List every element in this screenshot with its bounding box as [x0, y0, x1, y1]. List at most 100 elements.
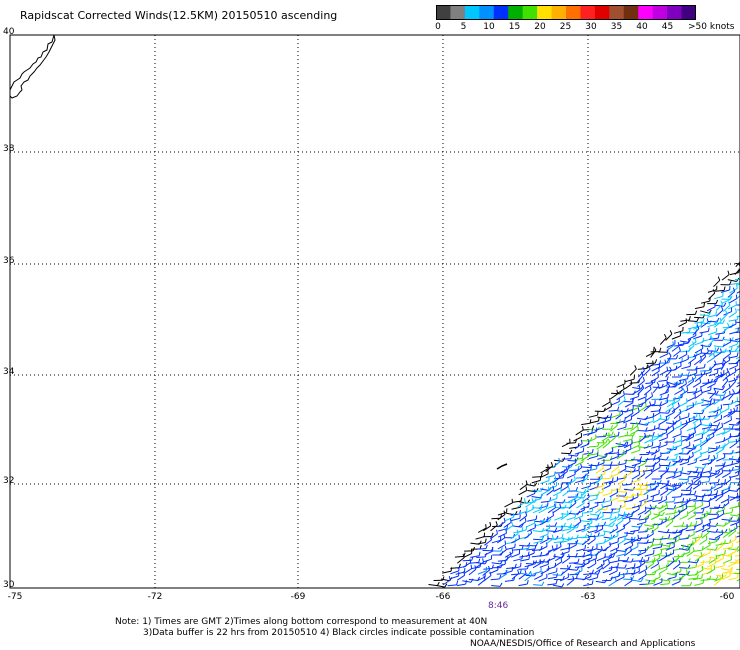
wind-barb: [694, 389, 703, 400]
wind-barb: [666, 557, 675, 568]
wind-barb: [588, 452, 599, 460]
wind-barb: [672, 436, 683, 444]
wind-barb: [615, 516, 624, 527]
wind-barb: [637, 366, 645, 378]
wind-barb: [632, 577, 644, 582]
wind-barb: [659, 467, 668, 478]
wind-barb: [562, 486, 571, 497]
wind-barb: [611, 410, 621, 419]
wind-barb: [609, 488, 619, 498]
wind-barb: [706, 353, 716, 363]
wind-barb: [735, 256, 740, 268]
wind-barb: [660, 544, 671, 551]
note-line-2: 3)Data buffer is 22 hrs from 20150510 4)…: [143, 628, 535, 638]
wind-barb: [713, 348, 722, 358]
wind-barb: [447, 580, 459, 587]
wind-barb: [686, 366, 698, 371]
wind-barb: [693, 473, 702, 484]
wind-barb: [631, 407, 640, 418]
wind-barb: [686, 400, 697, 407]
wind-barb: [456, 580, 467, 587]
wind-barb: [687, 341, 695, 353]
wind-barb: [631, 475, 641, 484]
wind-barb: [618, 441, 629, 448]
longitude-label: -63: [580, 592, 596, 602]
wind-barb: [637, 371, 644, 383]
wind-barb: [526, 489, 536, 498]
wind-barb: [576, 505, 585, 515]
wind-barb: [734, 410, 740, 412]
wind-barb: [603, 534, 613, 544]
wind-barb: [728, 406, 738, 414]
colorbar: [436, 5, 697, 20]
wind-barb: [511, 562, 522, 570]
wind-barb: [594, 524, 604, 534]
wind-barb: [692, 386, 702, 395]
wind-barb: [721, 346, 733, 352]
wind-barb: [597, 452, 607, 460]
colorbar-label: 5: [460, 22, 467, 32]
wind-barb: [575, 426, 584, 436]
wind-barb: [708, 347, 717, 358]
wind-barb: [518, 579, 529, 587]
wind-barb: [672, 458, 684, 463]
wind-barb: [644, 549, 655, 557]
wind-barb: [708, 406, 719, 413]
wind-barb: [708, 454, 719, 462]
wind-barb: [736, 383, 740, 388]
wind-barb: [631, 504, 640, 515]
wind-barb: [574, 447, 585, 455]
wind-barb: [644, 537, 655, 544]
wind-barb: [498, 569, 508, 580]
wind-barb: [517, 507, 528, 515]
wind-barb: [681, 433, 690, 443]
wind-barb: [609, 531, 619, 540]
wind-barb: [624, 576, 633, 587]
colorbar-swatches: [436, 5, 697, 20]
wind-barb: [687, 520, 698, 528]
wind-barb: [646, 559, 655, 570]
wind-barb: [672, 441, 683, 449]
wind-barb: [665, 403, 674, 413]
wind-barb: [601, 413, 613, 419]
wind-barb: [581, 437, 593, 442]
wind-barb: [666, 485, 675, 496]
wind-barb: [729, 502, 740, 509]
wind-barb: [722, 337, 732, 347]
wind-barb: [581, 463, 593, 469]
wind-barb: [678, 504, 688, 514]
wind-barb: [693, 451, 702, 462]
wind-barb: [723, 415, 732, 425]
wind-barb: [727, 407, 736, 418]
wind-barb: [651, 564, 661, 574]
wind-barb: [596, 553, 606, 562]
wind-barb: [505, 513, 515, 522]
wind-barb: [679, 511, 689, 520]
wind-barb: [547, 482, 557, 490]
wind-barb: [727, 301, 737, 310]
wind-barb: [559, 536, 570, 544]
colorbar-border: [436, 5, 696, 20]
colorbar-swatch: [609, 5, 625, 20]
wind-barb: [601, 496, 612, 504]
wind-barb: [736, 439, 740, 443]
colorbar-label: 25: [559, 22, 572, 32]
wind-barb: [728, 352, 739, 359]
wind-barb: [681, 548, 691, 556]
wind-barb: [728, 397, 738, 406]
wind-barb: [737, 382, 740, 384]
wind-barb: [477, 524, 487, 533]
wind-barb: [685, 530, 695, 539]
wind-barb: [694, 372, 703, 383]
wind-barb: [566, 575, 575, 586]
wind-barb: [574, 489, 587, 494]
wind-barb: [736, 321, 740, 324]
wind-barb: [728, 573, 739, 581]
wind-barb: [714, 422, 724, 432]
wind-barb: [679, 355, 689, 364]
map-title: Rapidscat Corrected Winds(12.5KM) 201505…: [20, 9, 338, 22]
wind-barb: [679, 569, 688, 580]
wind-barb: [581, 493, 590, 503]
wind-barb: [617, 474, 626, 485]
wind-barb: [553, 542, 562, 552]
